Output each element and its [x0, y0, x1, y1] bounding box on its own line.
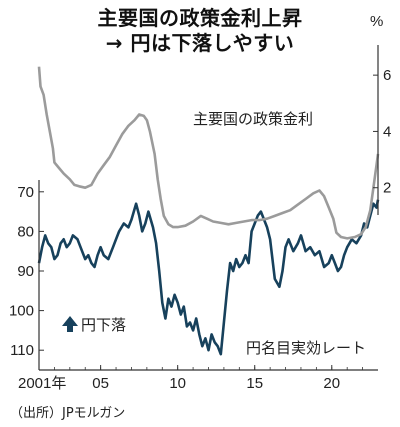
policy-rate-line	[37, 66, 380, 240]
right-tick-label: 6	[383, 67, 391, 84]
policy-rate-label: 主要国の政策金利	[193, 110, 313, 128]
left-tick-label: 80	[17, 223, 34, 240]
source-note: （出所）JPモルガン	[10, 406, 126, 421]
x-tick-label: 05	[92, 375, 109, 392]
x-tick-label: 2001年	[18, 375, 66, 392]
x-tick-label: 10	[169, 375, 186, 392]
chart-title-line2: → 円は下落しやすい	[105, 31, 295, 55]
left-tick-label: 70	[17, 184, 34, 201]
yen-down-arrow-icon	[62, 316, 78, 332]
chart-area: 70 80 90 100 110 2 4 6% 2001年 05 10 15 20 主要国の政策金利円名目…	[9, 13, 391, 392]
x-tick-label: 15	[246, 375, 263, 392]
right-tick-label: 2	[383, 180, 391, 197]
yen-reer-line	[37, 199, 380, 356]
yen-reer-label: 円名目実効レート	[246, 339, 366, 357]
chart-title-line1: 主要国の政策金利上昇	[97, 6, 303, 30]
yen-down-label: 円下落	[81, 316, 126, 334]
left-tick-label: 110	[10, 342, 34, 359]
right-tick-label: 4	[383, 123, 391, 140]
left-tick-label: 90	[17, 263, 34, 280]
x-tick-label: 20	[323, 375, 340, 392]
left-tick-label: 100	[9, 303, 34, 320]
right-axis-unit: %	[370, 13, 383, 30]
